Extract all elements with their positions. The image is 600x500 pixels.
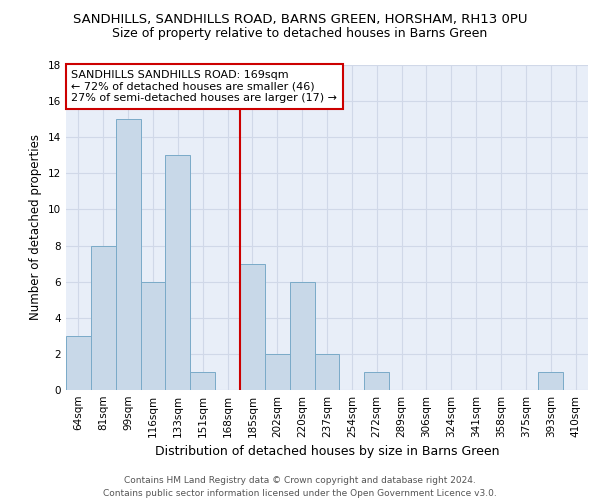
Bar [314, 354, 340, 390]
Bar [265, 354, 290, 390]
Bar [116, 119, 140, 390]
Bar [140, 282, 166, 390]
Bar [91, 246, 116, 390]
X-axis label: Distribution of detached houses by size in Barns Green: Distribution of detached houses by size … [155, 446, 499, 458]
Text: SANDHILLS, SANDHILLS ROAD, BARNS GREEN, HORSHAM, RH13 0PU: SANDHILLS, SANDHILLS ROAD, BARNS GREEN, … [73, 12, 527, 26]
Text: Size of property relative to detached houses in Barns Green: Size of property relative to detached ho… [112, 28, 488, 40]
Bar [66, 336, 91, 390]
Text: Contains HM Land Registry data © Crown copyright and database right 2024.
Contai: Contains HM Land Registry data © Crown c… [103, 476, 497, 498]
Bar [364, 372, 389, 390]
Bar [240, 264, 265, 390]
Text: SANDHILLS SANDHILLS ROAD: 169sqm
← 72% of detached houses are smaller (46)
27% o: SANDHILLS SANDHILLS ROAD: 169sqm ← 72% o… [71, 70, 337, 103]
Bar [166, 156, 190, 390]
Bar [190, 372, 215, 390]
Y-axis label: Number of detached properties: Number of detached properties [29, 134, 43, 320]
Bar [538, 372, 563, 390]
Bar [290, 282, 314, 390]
